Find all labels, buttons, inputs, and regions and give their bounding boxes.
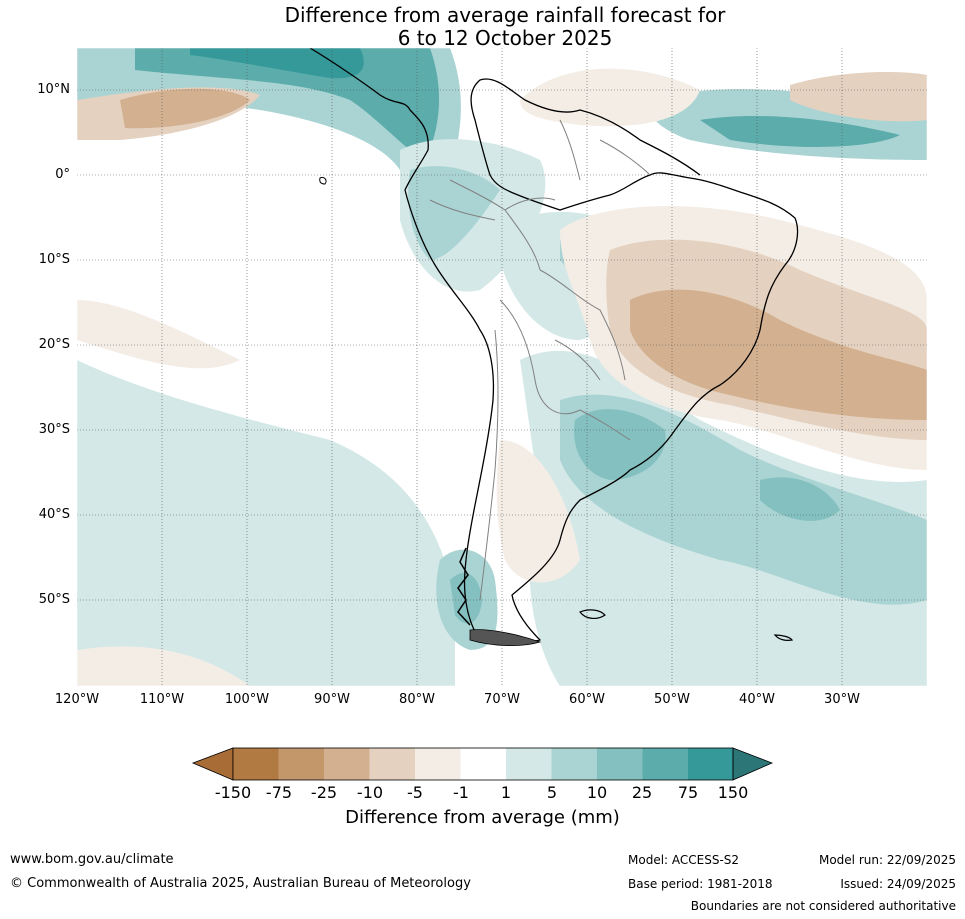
colorbar-label-150: 150 (717, 783, 749, 802)
wet-anomaly-central-america (135, 48, 440, 160)
lat-label-20s: 20°S (38, 337, 70, 352)
dry-anomaly-argentina (496, 440, 580, 583)
lon-label-100w: 100°W (224, 692, 270, 707)
lon-label-90w: 90°W (314, 692, 350, 707)
dry-anomaly-central-atlantic (790, 72, 927, 122)
colorbar-label-5: 5 (546, 783, 558, 802)
footer-model-run: Model run: 22/09/2025 (818, 853, 956, 867)
graticule (77, 48, 927, 686)
lon-label-40w: 40°W (739, 692, 775, 707)
footer-copyright: © Commonwealth of Australia 2025, Austra… (10, 876, 471, 891)
colorbar-swatch-dry-10 (324, 748, 370, 780)
wet-anomaly-north-atlantic-core (700, 115, 900, 147)
footer-base-period: Base period: 1981-2018 (628, 877, 773, 891)
colorbar-label-1: 1 (500, 783, 512, 802)
south-america-coastline (309, 48, 799, 645)
country-borders (429, 119, 651, 601)
colorbar-label-neg150: -150 (214, 783, 252, 802)
lon-label-120w: 120°W (54, 692, 100, 707)
colorbar-label-neg10: -10 (356, 783, 384, 802)
lon-label-110w: 110°W (139, 692, 185, 707)
footer-model: Model: ACCESS-S2 (628, 853, 740, 867)
lat-label-40s: 40°S (38, 507, 70, 522)
lon-label-60w: 60°W (569, 692, 605, 707)
falkland-islands (579, 609, 606, 619)
dry-anomaly-southeast-pacific (77, 646, 250, 686)
footer-disclaimer: Boundaries are not considered authoritat… (690, 899, 956, 913)
lat-label-30s: 30°S (38, 422, 70, 437)
colorbar-title: Difference from average (mm) (345, 807, 620, 828)
dry-anomaly-east-pacific-core (120, 88, 250, 129)
colorbar-swatch-dry-1 (415, 748, 461, 780)
dry-anomaly-pacific-15s (77, 300, 240, 369)
galapagos-islands (319, 177, 327, 185)
colorbar-swatch-dry-150 (191, 747, 234, 781)
wet-anomaly-pacific-edge (77, 511, 430, 686)
colorbar (191, 747, 774, 781)
title-line-1: Difference from average rainfall forecas… (284, 3, 726, 27)
lon-label-80w: 80°W (399, 692, 435, 707)
tierra-del-fuego (469, 629, 542, 647)
lon-label-50w: 50°W (654, 692, 690, 707)
colorbar-swatch-wet-150 (732, 747, 774, 781)
colorbar-swatch-neutral (460, 748, 506, 780)
wet-anomaly-amazon-west (408, 166, 500, 260)
colorbar-label-25: 25 (631, 783, 653, 802)
colorbar-label-10: 10 (586, 783, 608, 802)
title-line-2: 6 to 12 October 2025 (397, 26, 613, 50)
dry-anomaly-brazil-core (630, 289, 927, 420)
lon-label-30w: 30°W (824, 692, 860, 707)
colorbar-label-75: 75 (677, 783, 699, 802)
south-georgia (773, 634, 794, 641)
colorbar-swatch-wet-5 (551, 748, 597, 780)
colorbar-swatch-wet-10 (597, 748, 643, 780)
map-plot-area (77, 48, 927, 686)
footer-url[interactable]: www.bom.gov.au/climate (10, 852, 174, 867)
colorbar-label-neg75: -75 (265, 783, 293, 802)
lat-label-10n: 10°N (37, 82, 70, 97)
colorbar-label-neg25: -25 (310, 783, 338, 802)
rainfall-map (76, 47, 928, 687)
colorbar-swatch-dry-25 (278, 748, 324, 780)
colorbar-swatch-wet-1 (506, 748, 552, 780)
colorbar-swatch-wet-75 (688, 748, 733, 780)
colorbar-label-neg1: -1 (453, 783, 469, 802)
lat-label-10s: 10°S (38, 252, 70, 267)
chilean-fjords (457, 547, 471, 626)
colorbar-swatch-dry-5 (369, 748, 415, 780)
lat-label-0: 0° (55, 167, 70, 182)
wet-anomaly-atlantic-patch (760, 477, 840, 521)
colorbar-label-neg5: -5 (407, 783, 423, 802)
lon-label-70w: 70°W (484, 692, 520, 707)
colorbar-swatch-dry-75 (233, 748, 279, 780)
colorbar-swatch-wet-25 (642, 748, 688, 780)
wet-anomaly-caribbean (190, 48, 364, 79)
footer-issued: Issued: 24/09/2025 (840, 877, 956, 891)
map-title: Difference from average rainfall forecas… (0, 4, 965, 50)
lat-label-50s: 50°S (38, 592, 70, 607)
